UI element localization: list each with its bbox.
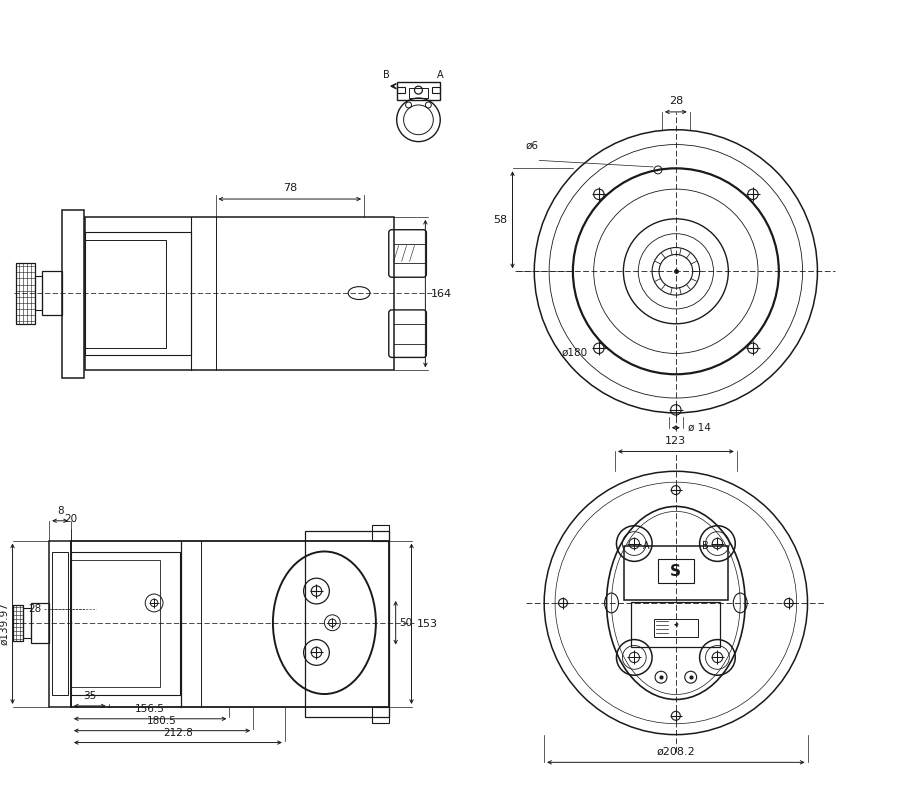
Bar <box>397 82 440 100</box>
Bar <box>71 541 389 707</box>
Bar <box>85 217 393 370</box>
Bar <box>631 602 720 647</box>
Bar <box>62 210 84 378</box>
Text: 28: 28 <box>28 604 41 614</box>
Text: B: B <box>383 70 390 80</box>
Bar <box>85 232 191 355</box>
Text: A: A <box>643 542 650 551</box>
Text: B: B <box>702 542 709 551</box>
Bar <box>71 553 180 695</box>
Text: S: S <box>670 564 681 578</box>
Bar <box>42 271 62 315</box>
Bar <box>624 546 728 601</box>
Text: 180.5: 180.5 <box>148 716 177 726</box>
Text: 156.5: 156.5 <box>135 704 165 714</box>
Bar <box>23 608 32 638</box>
Bar <box>304 530 389 717</box>
Text: 123: 123 <box>665 435 687 446</box>
Bar <box>372 525 389 541</box>
Text: ø6: ø6 <box>526 141 539 150</box>
Bar <box>654 618 698 637</box>
Bar <box>372 707 389 722</box>
Text: 28: 28 <box>669 96 683 106</box>
Bar <box>658 559 694 583</box>
Bar <box>50 541 71 707</box>
Text: 164: 164 <box>431 289 453 298</box>
Bar <box>409 88 428 98</box>
Text: 35: 35 <box>83 691 96 701</box>
Text: 212.8: 212.8 <box>163 727 193 738</box>
Bar <box>15 263 35 324</box>
Text: 20: 20 <box>65 514 77 524</box>
Bar <box>35 276 42 310</box>
Text: 78: 78 <box>283 183 297 193</box>
Bar <box>71 560 160 687</box>
Bar <box>432 87 440 93</box>
Bar <box>85 240 166 347</box>
Text: ø180: ø180 <box>562 348 588 358</box>
Text: 153: 153 <box>417 618 437 629</box>
Bar <box>32 603 50 642</box>
Text: 50: 50 <box>400 618 413 628</box>
Text: ø208.2: ø208.2 <box>656 746 695 757</box>
Bar <box>52 553 68 695</box>
Bar <box>13 605 23 641</box>
Bar <box>397 87 405 93</box>
Text: ø139.97: ø139.97 <box>0 602 10 645</box>
Text: ø 14: ø 14 <box>688 422 711 433</box>
Text: A: A <box>436 70 444 80</box>
Text: 58: 58 <box>493 215 508 225</box>
Text: 8: 8 <box>57 506 63 516</box>
